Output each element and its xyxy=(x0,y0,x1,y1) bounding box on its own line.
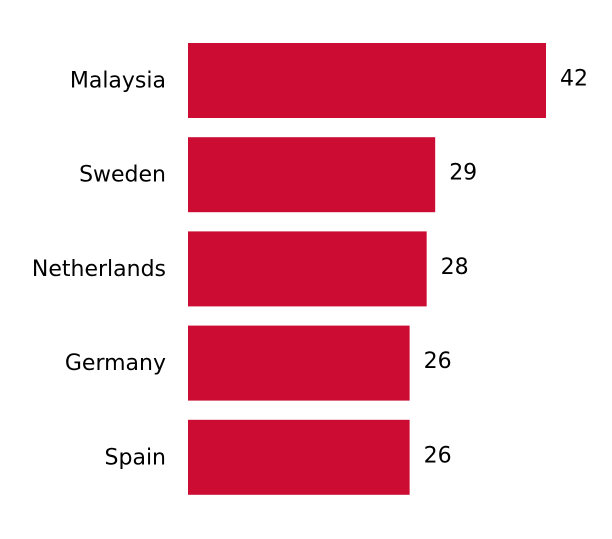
value-label: 29 xyxy=(449,161,477,186)
bar xyxy=(188,325,410,401)
bar xyxy=(188,43,546,118)
value-label: 42 xyxy=(560,67,588,92)
value-label: 28 xyxy=(441,255,469,280)
category-label: Sweden xyxy=(79,163,166,188)
category-label: Malaysia xyxy=(70,69,166,94)
category-label: Spain xyxy=(105,445,166,470)
category-label: Germany xyxy=(65,351,166,376)
bar xyxy=(188,419,410,495)
bar xyxy=(188,137,436,213)
value-label: 26 xyxy=(424,443,452,468)
value-label: 26 xyxy=(424,349,452,374)
bar xyxy=(188,231,427,307)
category-label: Netherlands xyxy=(32,257,166,282)
